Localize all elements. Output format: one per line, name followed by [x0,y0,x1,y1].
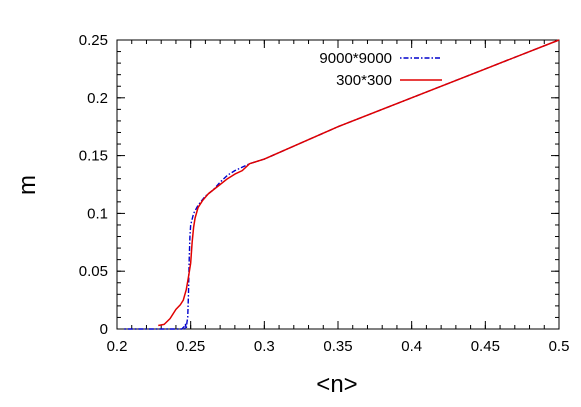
x-axis-title: <n> [316,371,357,398]
x-tick-label: 0.3 [254,338,275,355]
y-tick-label: 0.1 [87,205,108,222]
y-tick-label: 0.25 [79,32,108,49]
x-tick-label: 0.2 [107,338,128,355]
x-tick-label: 0.4 [401,338,422,355]
x-tick-label: 0.45 [471,338,500,355]
x-tick-label: 0.35 [323,338,352,355]
y-tick-label: 0.15 [79,148,108,165]
x-tick-label: 0.5 [549,338,570,355]
y-tick-label: 0.05 [79,263,108,280]
y-tick-label: 0.2 [87,90,108,107]
series-line [158,39,560,327]
legend-label: 300*300 [336,72,392,89]
y-axis-title: m [14,175,41,195]
legend-label: 9000*9000 [319,50,392,67]
x-tick-label: 0.25 [176,338,205,355]
y-tick-label: 0 [100,321,108,338]
